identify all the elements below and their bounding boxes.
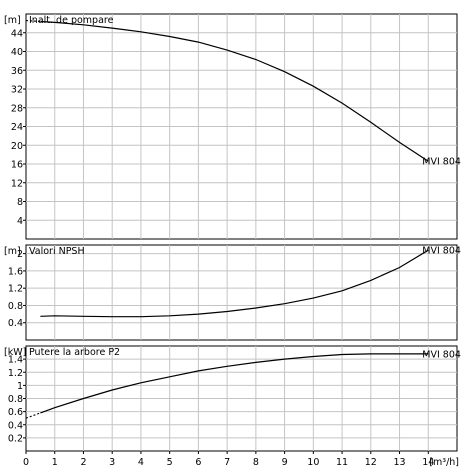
y-tick-label: 36 [11, 66, 23, 77]
y-tick-label: 16 [11, 160, 23, 171]
x-axis-unit-label: [m³/h] [429, 457, 459, 468]
series-label: MVI 804 [422, 157, 461, 168]
x-tick-label: 1 [52, 457, 58, 468]
x-tick-label: 7 [224, 457, 230, 468]
y-tick-label: 24 [11, 122, 23, 133]
panel-title: Valori NPSH [29, 246, 85, 257]
x-tick-label: 10 [307, 457, 319, 468]
x-tick-label: 8 [253, 457, 259, 468]
series-label: MVI 804 [422, 246, 461, 257]
y-tick-label: 1.4 [8, 355, 23, 366]
x-tick-label: 6 [195, 457, 201, 468]
x-tick-label: 14 [422, 457, 434, 468]
y-tick-label: 0.8 [8, 394, 23, 405]
x-tick-label: 3 [109, 457, 115, 468]
y-axis-unit-label: [kW] [4, 347, 26, 358]
series-line [40, 353, 429, 414]
y-tick-label: 4 [17, 216, 23, 227]
series-line [40, 20, 429, 162]
x-tick-label: 13 [393, 457, 405, 468]
y-tick-label: 1.2 [8, 284, 23, 295]
x-tick-label: 12 [365, 457, 377, 468]
y-tick-label: 32 [11, 85, 23, 96]
x-tick-label: 11 [336, 457, 348, 468]
y-tick-label: 12 [11, 178, 23, 189]
y-tick-label: 20 [11, 141, 23, 152]
x-tick-label: 4 [138, 457, 144, 468]
y-tick-label: 1.2 [8, 368, 23, 379]
x-tick-label: 0 [23, 457, 29, 468]
panel-title: Putere la arbore P2 [29, 347, 120, 358]
y-tick-label: 1.6 [8, 266, 23, 277]
y-tick-label: 0.8 [8, 301, 23, 312]
y-tick-label: 0.4 [8, 318, 23, 329]
y-tick-label: 44 [11, 28, 23, 39]
panel-frame [25, 244, 458, 341]
series-label: MVI 804 [422, 349, 461, 360]
y-tick-label: 40 [11, 47, 23, 58]
series-line-extrapolated [25, 412, 41, 419]
y-tick-label: 8 [17, 197, 23, 208]
panel-title: Inalt. de pompare [29, 15, 114, 26]
x-tick-label: 9 [282, 457, 288, 468]
y-tick-label: 2 [17, 249, 23, 260]
y-axis-unit-label: [m] [4, 246, 21, 257]
x-tick-label: 2 [80, 457, 86, 468]
y-tick-label: 0.6 [8, 407, 23, 418]
y-tick-label: 28 [11, 103, 23, 114]
y-tick-label: 0.2 [8, 433, 23, 444]
y-tick-label: 0.4 [8, 420, 23, 431]
series-line-extrapolated [25, 20, 41, 23]
series-line [40, 249, 429, 318]
y-tick-label: 1 [17, 381, 23, 392]
x-tick-label: 5 [167, 457, 173, 468]
y-axis-unit-label: [m] [4, 15, 21, 26]
